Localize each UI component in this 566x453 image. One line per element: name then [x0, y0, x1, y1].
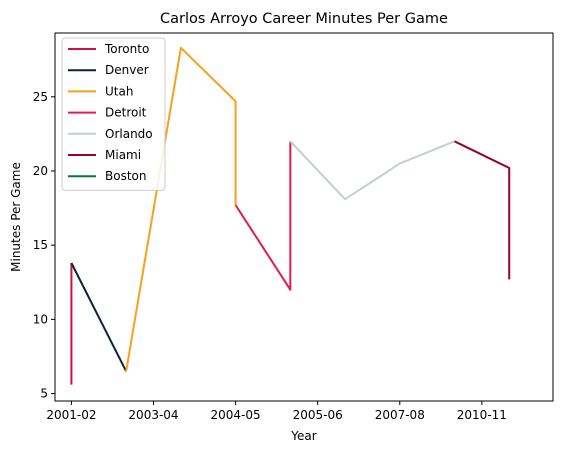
plot-frame — [54, 32, 554, 402]
series-line-utah — [125, 46, 237, 372]
legend-label-boston: Boston — [105, 169, 146, 183]
plot-area — [70, 46, 511, 385]
y-tick-label: 10 — [33, 312, 48, 326]
legend-label-denver: Denver — [105, 63, 149, 77]
series-line-miami — [454, 140, 511, 280]
axes: 2001-02 2003-04 2004-05 2005-06 2007-08 2010-… — [33, 90, 507, 422]
series-line-orlando — [289, 140, 455, 201]
legend-label-orlando: Orlando — [105, 127, 153, 141]
y-tick-label: 5 — [40, 387, 48, 401]
x-tick-label: 2004-05 — [211, 408, 261, 422]
x-tick-label: 2005-06 — [293, 408, 343, 422]
x-tick-label: 2010-11 — [457, 408, 507, 422]
legend-box — [61, 37, 166, 191]
x-axis-title: Year — [290, 429, 316, 443]
y-tick-label: 25 — [33, 90, 48, 104]
series-line-detroit — [234, 141, 292, 291]
y-tick-label: 15 — [33, 238, 48, 252]
series-line-denver — [70, 262, 128, 372]
chart-title: Carlos Arroyo Career Minutes Per Game — [160, 11, 448, 27]
y-axis-title: Minutes Per Game — [9, 162, 23, 272]
x-tick-label: 2007-08 — [375, 408, 425, 422]
legend-label-miami: Miami — [105, 148, 141, 162]
legend-label-utah: Utah — [105, 84, 133, 98]
legend-label-detroit: Detroit — [105, 106, 147, 120]
x-tick-label: 2003-04 — [128, 408, 178, 422]
legend: Toronto Denver Utah Detroit Orlando Miami Bost… — [61, 37, 166, 191]
x-tick-label: 2001-02 — [46, 408, 96, 422]
legend-label-toronto: Toronto — [104, 42, 149, 56]
y-tick-label: 20 — [33, 164, 48, 178]
